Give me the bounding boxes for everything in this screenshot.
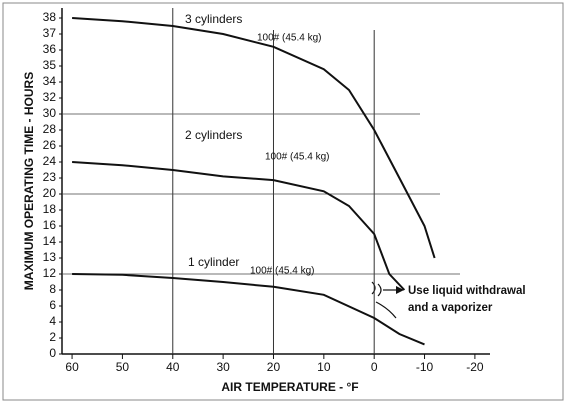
line (72, 161, 406, 291)
y-tick-label: 8 (49, 282, 56, 296)
capacity-label: 100# (45.4 kg) (250, 266, 315, 277)
y-tick-label: 4 (49, 314, 56, 328)
y-tick-label: 18 (43, 202, 57, 216)
frame (2, 2, 564, 401)
y-tick-label: 26 (43, 138, 57, 152)
capacity-label: 100# (45.4 kg) (265, 152, 330, 163)
line (72, 17, 436, 259)
y-tick-label: 14 (43, 234, 57, 248)
y-tick-label: 20 (43, 186, 57, 200)
y-tick-label: 0 (49, 346, 56, 360)
y-tick-label: 13 (43, 250, 57, 264)
callout-mark (371, 281, 382, 297)
x-tick-label: 0 (371, 360, 378, 374)
series-label: 1 cylinder (188, 255, 239, 269)
y-tick-label: 32 (43, 90, 57, 104)
y-tick-label: 30 (43, 106, 57, 120)
annotation: Use liquid withdrawal (408, 285, 526, 297)
capacity-label: 100# (45.4 kg) (257, 33, 322, 44)
y-tick-label: 16 (43, 218, 57, 232)
y-tick-label: 38 (43, 10, 57, 24)
line (72, 273, 425, 346)
y-tick-label: 36 (43, 42, 57, 56)
annotation: and a vaporizer (408, 302, 493, 314)
x-tick-label: -20 (466, 360, 484, 374)
x-tick-label: 40 (166, 360, 180, 374)
y-axis-title: MAXIMUM OPERATING TIME - HOURS (22, 72, 36, 290)
arrow-head (396, 286, 404, 294)
y-tick-label: 34 (43, 74, 57, 88)
series-label: 3 cylinders (185, 12, 242, 26)
x-tick-label: -10 (416, 360, 434, 374)
x-tick-label: 30 (216, 360, 230, 374)
x-axis-title: AIR TEMPERATURE - °F (221, 380, 358, 394)
y-tick-label: 2 (49, 330, 56, 344)
y-tick-label: 12 (43, 266, 57, 280)
y-tick-label: 37 (43, 26, 57, 40)
y-tick-label: 6 (49, 298, 56, 312)
x-tick-label: 60 (65, 360, 79, 374)
y-tick-label: 23 (43, 170, 57, 184)
y-tick-label: 24 (43, 154, 57, 168)
y-tick-label: 28 (43, 122, 57, 136)
x-tick-label: 20 (267, 360, 281, 374)
series-label: 2 cylinders (185, 128, 242, 142)
x-tick-label: 50 (116, 360, 130, 374)
x-tick-label: 10 (317, 360, 331, 374)
y-tick-label: 35 (43, 58, 57, 72)
callout-mark (375, 301, 397, 319)
